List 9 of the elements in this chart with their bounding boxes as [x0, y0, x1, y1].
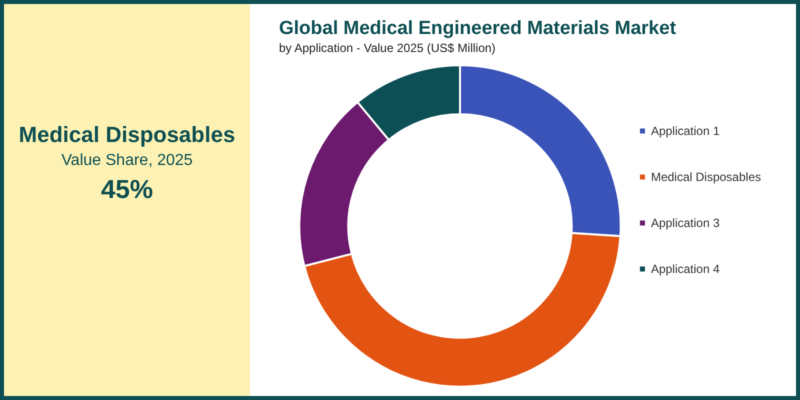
chart-subtitle: by Application - Value 2025 (US$ Million)	[279, 41, 496, 55]
text: Medical Disposables	[18, 122, 236, 148]
chart-title: Global Medical Engineered Materials Market	[279, 18, 677, 39]
legend-label: Medical Disposables	[650, 170, 762, 184]
legend-label: Application 4	[650, 262, 720, 276]
text: 45%	[100, 174, 154, 205]
legend-label: Application 3	[650, 216, 720, 230]
text: Value Share, 2025	[60, 152, 194, 170]
legend-label: Application 1	[650, 124, 720, 138]
